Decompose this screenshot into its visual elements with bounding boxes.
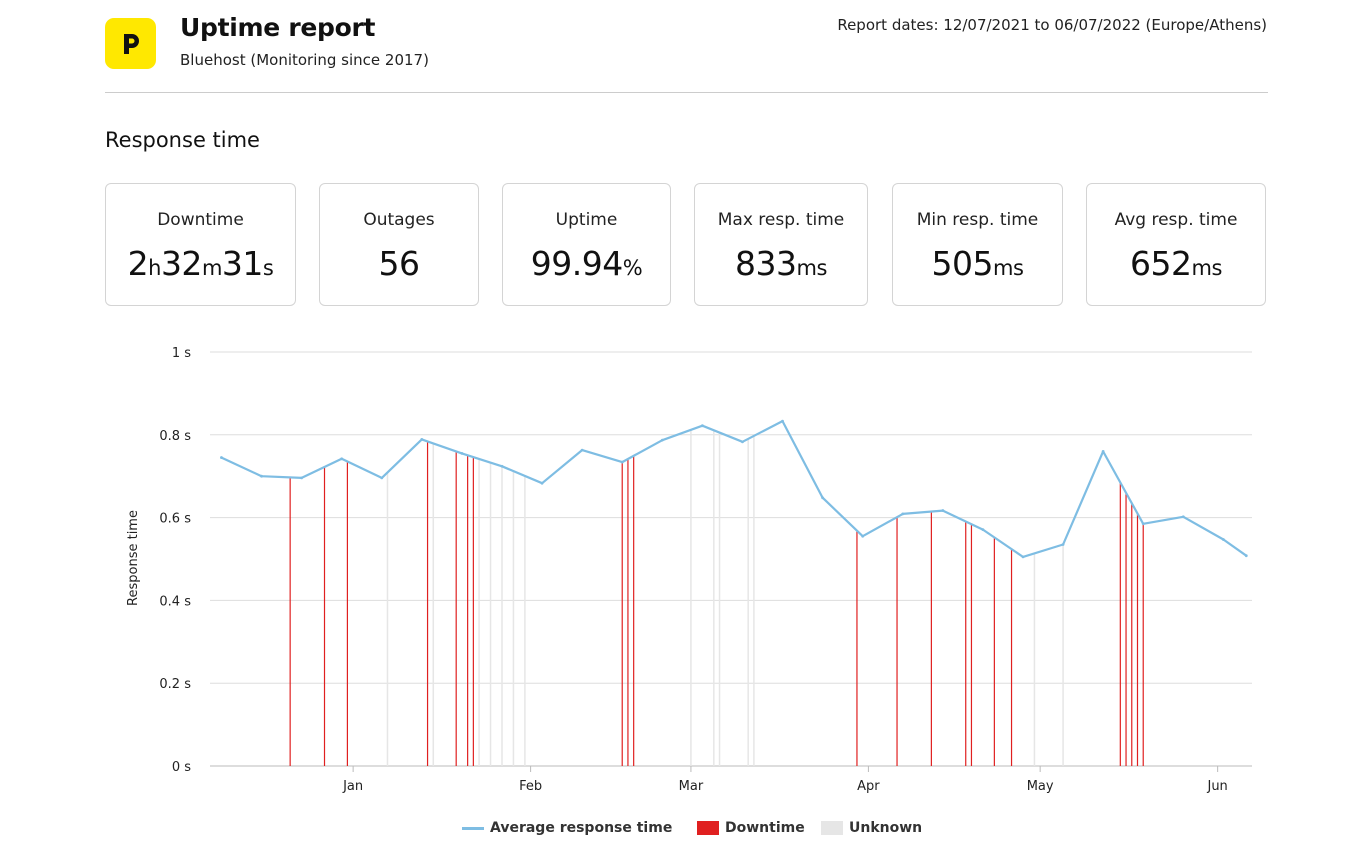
x-tick-labels: Jan Feb Mar Apr May Jun (342, 779, 1228, 794)
stat-unit: ms (993, 256, 1024, 280)
downtime-swatch (697, 821, 719, 835)
legend-item-downtime[interactable]: Downtime (697, 818, 805, 838)
stat-unit: s (262, 256, 274, 280)
data-point (821, 496, 825, 500)
data-point (861, 534, 865, 538)
x-tick-label: Apr (857, 779, 880, 794)
data-point (1101, 449, 1105, 453)
stat-value: 505ms (893, 244, 1062, 283)
stat-number: 56 (378, 244, 421, 283)
y-axis-label: Response time (126, 510, 141, 606)
header-divider (105, 92, 1268, 93)
stat-unit: m (201, 256, 222, 280)
data-point (500, 464, 504, 468)
data-point (540, 481, 544, 485)
x-tick-label: Jun (1206, 779, 1227, 794)
data-point (420, 437, 424, 441)
response-line-layer (220, 419, 1248, 559)
y-tick-label: 1 s (172, 346, 191, 361)
stat-card-uptime: Uptime 99.94% (502, 183, 671, 306)
x-tick-label: Jan (342, 779, 363, 794)
stat-unit: ms (1191, 256, 1223, 280)
data-point (220, 456, 223, 459)
legend-item-unknown[interactable]: Unknown (821, 818, 922, 838)
y-tick-labels: 0 s 0.2 s 0.4 s 0.6 s 0.8 s 1 s (159, 346, 191, 775)
unknown-swatch (821, 821, 843, 835)
legend-label: Average response time (490, 820, 673, 836)
y-tick-label: 0.2 s (159, 677, 191, 692)
stat-value: 2h32m31s (106, 244, 295, 283)
data-point (1141, 522, 1145, 526)
stat-value: 833ms (695, 244, 867, 283)
stat-card-outages: Outages 56 (319, 183, 479, 306)
stat-value: 56 (320, 244, 478, 283)
y-tick-label: 0.4 s (159, 594, 191, 609)
stat-label: Max resp. time (717, 210, 845, 230)
stat-label: Uptime (555, 210, 618, 230)
stat-number: 505 (931, 244, 994, 283)
line-swatch (462, 826, 484, 830)
data-point (260, 474, 263, 478)
data-point (741, 440, 744, 444)
stat-label: Outages (363, 210, 435, 230)
stat-label: Downtime (157, 210, 244, 230)
data-point (941, 509, 945, 512)
legend-label: Unknown (849, 820, 923, 836)
legend-item-average-response-time[interactable]: Average response time (462, 818, 672, 838)
data-point (781, 419, 784, 423)
y-tick-label: 0.8 s (159, 429, 191, 444)
data-point (700, 424, 704, 428)
stat-value: 652ms (1087, 244, 1265, 283)
average-response-time-line (221, 420, 1247, 558)
stat-number: 32 (160, 244, 203, 283)
data-point (1061, 543, 1065, 546)
data-point (460, 452, 464, 455)
section-title: Response time (105, 128, 260, 152)
event-markers (289, 429, 1144, 766)
data-point (340, 457, 344, 461)
x-tick-label: May (1027, 779, 1054, 794)
x-tick-label: Feb (519, 779, 542, 794)
data-point (901, 512, 905, 516)
y-tick-label: 0.6 s (159, 512, 191, 527)
x-tick-label: Mar (679, 779, 704, 794)
data-point (981, 528, 985, 532)
stat-label: Avg resp. time (1114, 210, 1238, 230)
stat-card-avg-resp-time: Avg resp. time 652ms (1086, 183, 1266, 306)
stat-card-downtime: Downtime 2h32m31s (105, 183, 296, 306)
data-point (580, 448, 584, 452)
report-title: Uptime report (180, 13, 376, 42)
stat-unit: % (622, 256, 643, 280)
gridlines (210, 351, 1252, 772)
legend-label: Downtime (725, 820, 805, 836)
stat-card-max-resp-time: Max resp. time 833ms (694, 183, 868, 306)
data-point (660, 438, 664, 442)
stat-card-min-resp-time: Min resp. time 505ms (892, 183, 1063, 306)
stat-number: 652 (1130, 244, 1192, 283)
data-point (1021, 555, 1025, 559)
stat-number: 833 (735, 244, 797, 283)
response-time-chart: 0 s 0.2 s 0.4 s 0.6 s 0.8 s 1 s Jan Feb Mar Apr M… (126, 346, 1252, 794)
stat-unit: ms (796, 256, 828, 280)
report-dates: Report dates: 12/07/2021 to 06/07/2022 (… (837, 16, 1267, 34)
chart-legend: Average response time Downtime Unknown (0, 818, 1364, 840)
data-point (1221, 538, 1225, 541)
data-point (620, 460, 624, 464)
y-tick-label: 0 s (172, 760, 191, 775)
data-point (380, 476, 384, 480)
stat-label: Min resp. time (916, 210, 1039, 230)
data-point (300, 476, 304, 480)
stat-number: 99.94 (530, 244, 623, 283)
stat-value: 99.94% (503, 244, 670, 283)
pingdom-p-logo-icon (105, 18, 156, 69)
stat-number: 2 (127, 244, 149, 283)
data-point (1181, 515, 1185, 519)
stat-unit: h (148, 256, 161, 280)
data-point (1244, 554, 1248, 558)
stat-number: 31 (221, 244, 264, 283)
report-subtitle: Bluehost (Monitoring since 2017) (180, 51, 429, 69)
